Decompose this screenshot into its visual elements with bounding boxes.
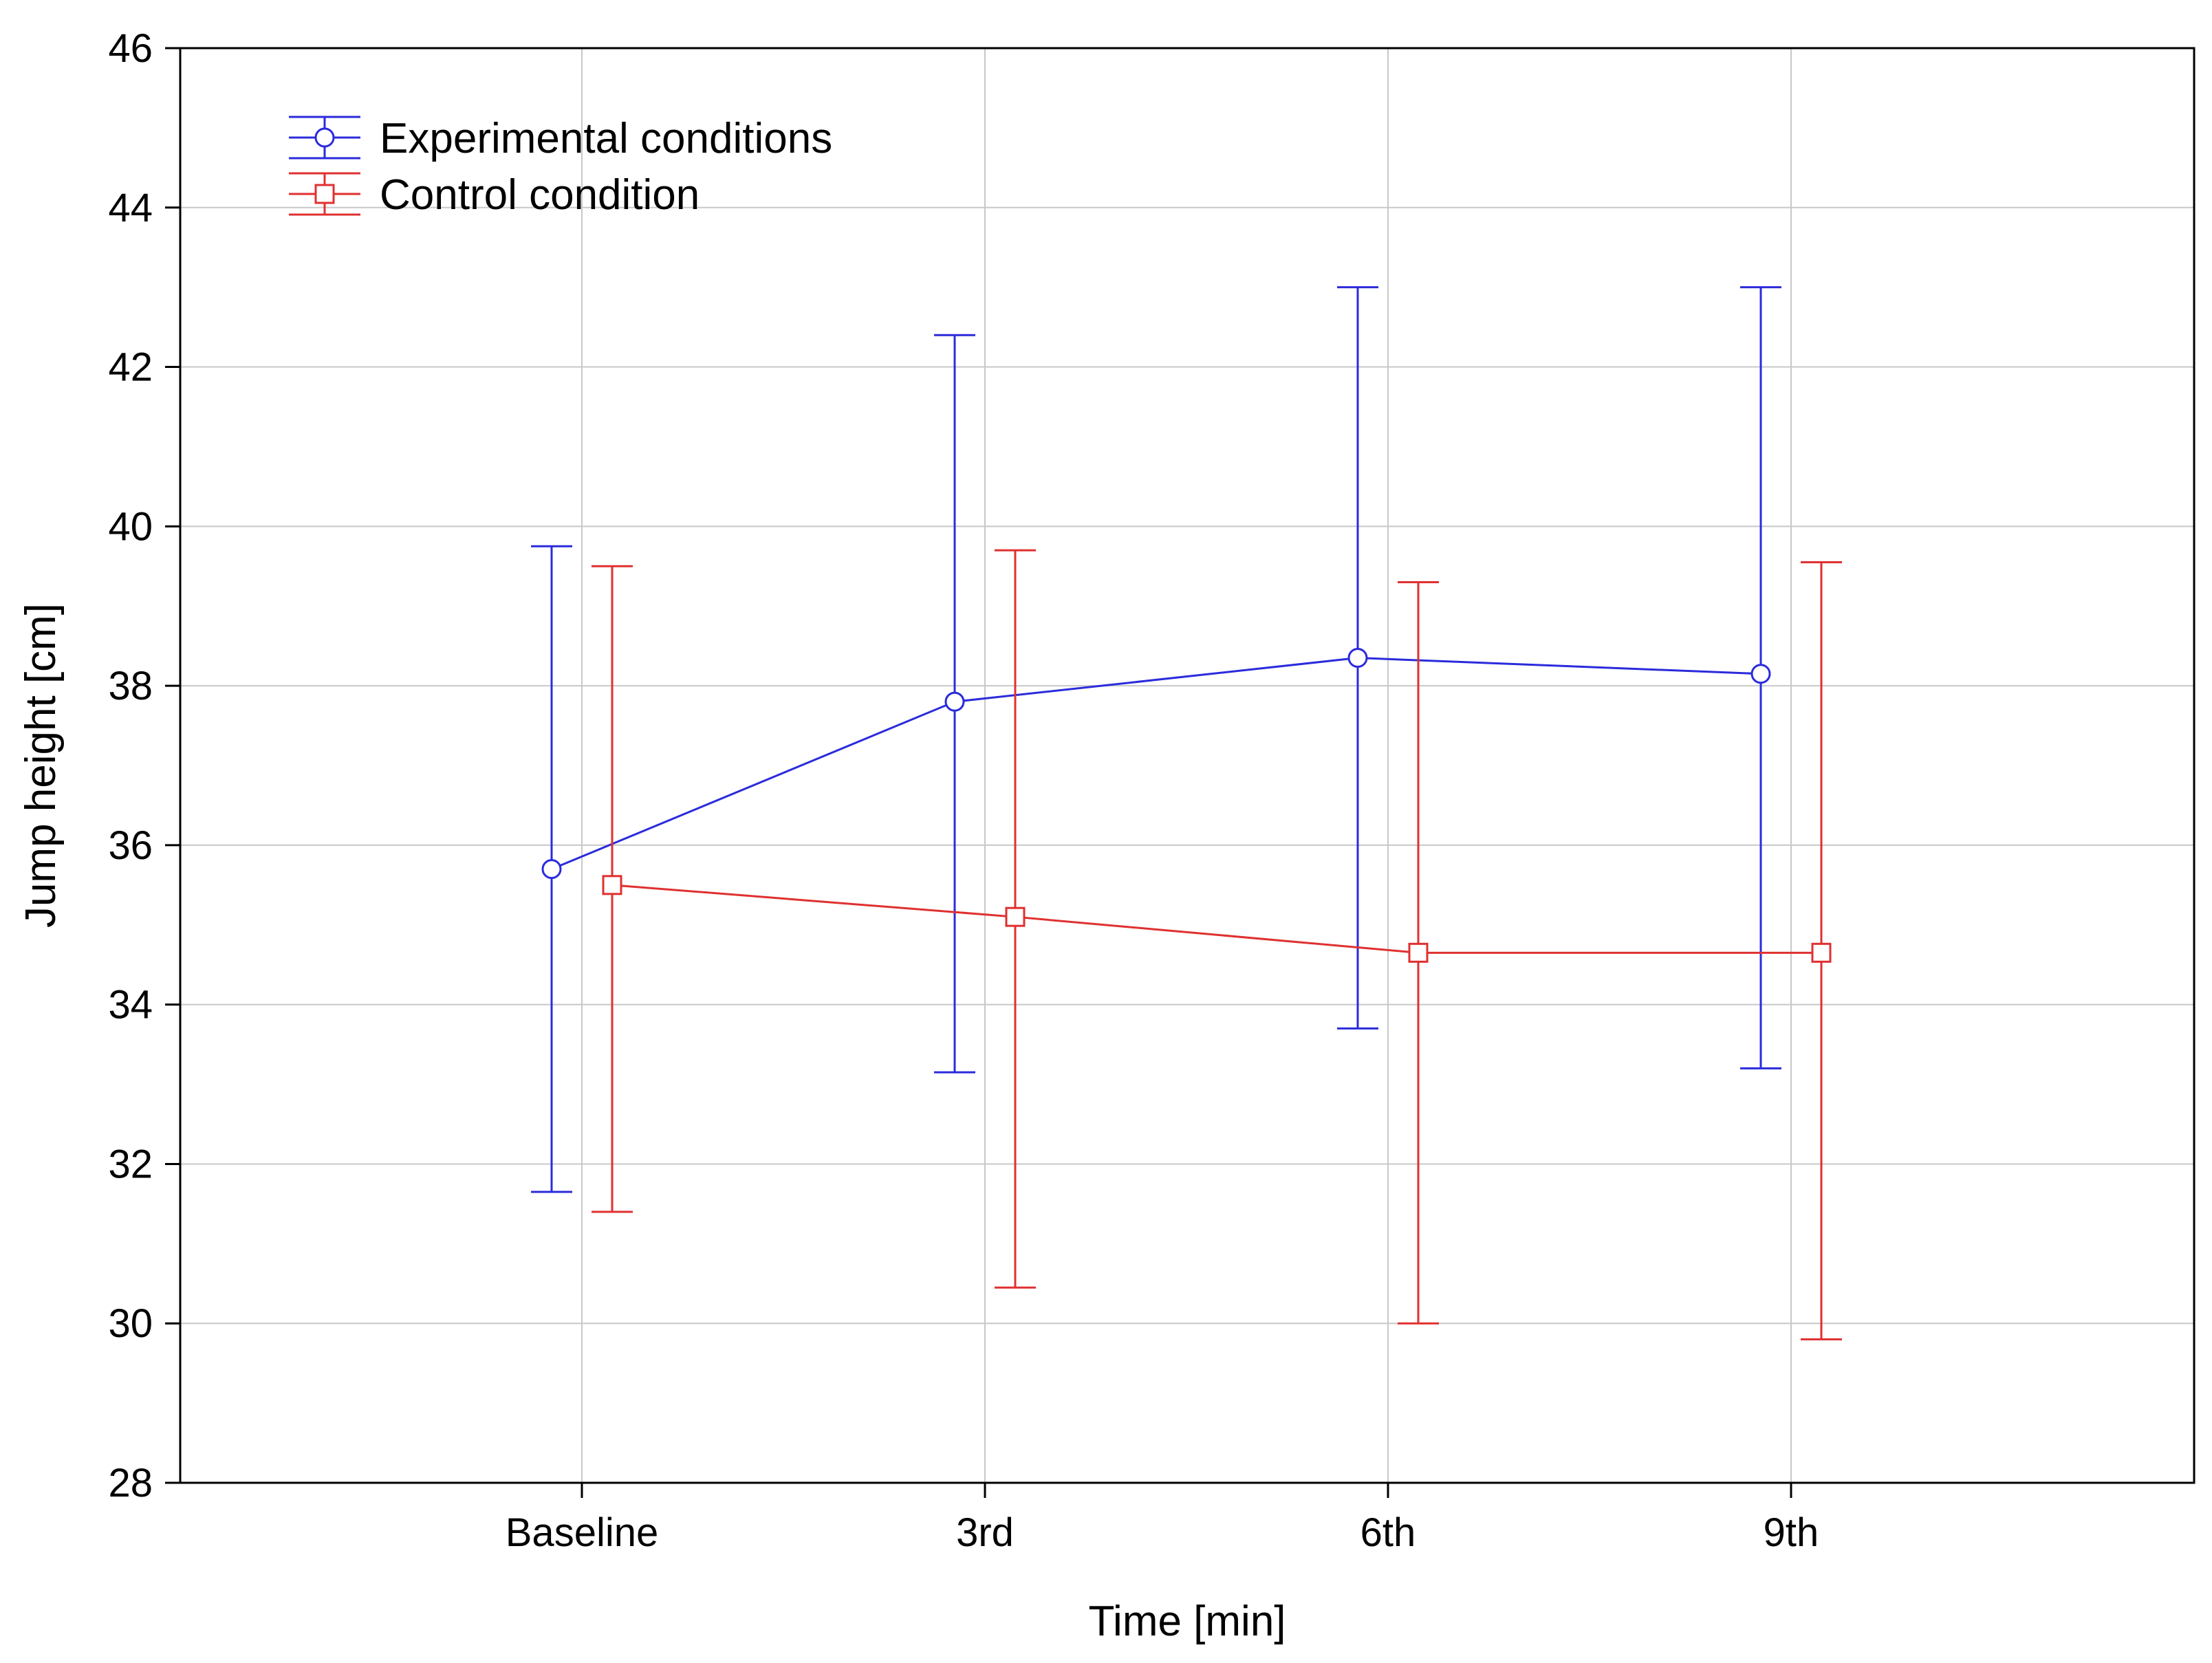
legend: Experimental conditions Control condition xyxy=(289,115,832,219)
data-point xyxy=(541,859,562,880)
y-tick-label: 28 xyxy=(108,1461,153,1506)
legend-marker xyxy=(314,127,335,148)
data-point xyxy=(1408,942,1429,963)
x-axis-title: Time [min] xyxy=(1088,1598,1286,1645)
y-axis-title: Jump height [cm] xyxy=(17,603,65,928)
series-line xyxy=(611,884,1821,954)
y-tick-label: 42 xyxy=(108,345,153,390)
legend-label: Experimental conditions xyxy=(380,115,832,162)
y-tick-label: 46 xyxy=(108,26,153,71)
series-experimental xyxy=(531,286,1781,1193)
y-tick-label: 30 xyxy=(108,1301,153,1346)
legend-item: Control condition xyxy=(289,171,700,219)
series-layer xyxy=(531,286,1842,1340)
x-tick-label: Baseline xyxy=(506,1510,658,1555)
data-point xyxy=(1750,664,1771,684)
legend-marker xyxy=(314,184,335,204)
data-point xyxy=(1005,906,1026,927)
data-point xyxy=(1347,648,1368,669)
legend-item: Experimental conditions xyxy=(289,115,832,162)
x-tick-label: 9th xyxy=(1764,1510,1819,1555)
x-axis-ticks: Baseline 3rd 6th 9th xyxy=(506,1483,1819,1555)
grid xyxy=(180,48,2194,1483)
plot-area-frame xyxy=(179,47,2195,1484)
series-line xyxy=(551,657,1761,871)
data-point xyxy=(1811,942,1832,963)
y-tick-label: 36 xyxy=(108,823,153,868)
y-tick-label: 38 xyxy=(108,664,153,708)
y-tick-label: 32 xyxy=(108,1142,153,1186)
x-tick-label: 6th xyxy=(1360,1510,1416,1555)
data-point xyxy=(944,691,965,712)
y-tick-label: 40 xyxy=(108,504,153,549)
y-axis-ticks: 28 30 32 34 36 38 40 42 44 46 xyxy=(108,26,180,1506)
data-point xyxy=(602,875,622,895)
series-control xyxy=(592,549,1842,1340)
y-tick-label: 34 xyxy=(108,983,153,1028)
x-tick-label: 3rd xyxy=(956,1510,1014,1555)
legend-label: Control condition xyxy=(380,171,700,219)
y-tick-label: 44 xyxy=(108,186,153,230)
